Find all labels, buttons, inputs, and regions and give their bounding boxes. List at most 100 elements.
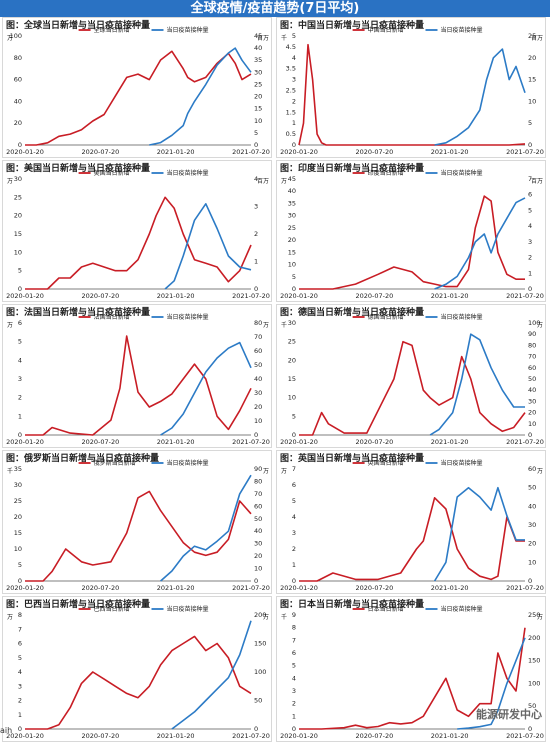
x-tick-label: 2020-07-20	[355, 148, 393, 156]
y-right-tick-label: 15	[254, 105, 262, 113]
x-tick-label: 2021-07-20	[232, 732, 270, 740]
y-right-tick-label: 1	[254, 258, 258, 266]
x-tick-label: 2020-01-20	[6, 148, 44, 156]
y-right-tick-label: 0	[254, 141, 258, 149]
y-right-tick-label: 25	[528, 32, 536, 40]
x-tick-label: 2020-01-20	[6, 292, 44, 300]
chart-title: 图：巴西当日新增与当日疫苗接种量	[6, 600, 151, 610]
chart-title: 图：俄罗斯当日新增与当日疫苗接种量	[6, 454, 160, 464]
y-left-tick-label: 25	[288, 224, 296, 232]
y-left-tick-label: 4	[292, 513, 296, 521]
y-right-tick-label: 0	[528, 285, 532, 293]
y-left-tick-label: 9	[292, 611, 296, 619]
y-left-tick-label: 5	[18, 561, 22, 569]
page-header: 全球疫情/疫苗趋势(7日平均)	[0, 0, 550, 17]
chart-svg: 0 5 10 15 20 25 30 35 0 10 20 30 40 50 60 70 80 90 千 万 2020-…	[6, 459, 270, 592]
y-left-tick-label: 0	[292, 725, 296, 733]
watermark-text: 能源研发中心	[476, 708, 542, 721]
y-left-tick-label: 7	[292, 465, 296, 473]
y-right-tick-label: 4	[528, 222, 532, 230]
y-left-tick-label: 30	[288, 319, 296, 327]
legend-label: 日本当日新增	[368, 605, 404, 613]
series-line-vaccine	[434, 48, 526, 146]
y-left-tick-label: 7	[18, 625, 22, 633]
y-right-tick-label: 20	[528, 54, 536, 62]
y-left-tick-label: 20	[288, 356, 296, 364]
series-line-cases	[25, 490, 252, 582]
x-tick-label: 2020-07-20	[81, 732, 119, 740]
y-right-unit: 百万	[257, 178, 269, 185]
y-left-tick-label: 3	[292, 687, 296, 695]
y-right-tick-label: 30	[254, 389, 262, 397]
x-tick-label: 2021-01-20	[431, 148, 469, 156]
y-right-tick-label: 45	[254, 32, 262, 40]
y-left-unit: 万	[281, 468, 287, 475]
y-left-tick-label: 1	[18, 711, 22, 719]
y-left-tick-label: 1	[292, 712, 296, 720]
y-left-unit: 万	[7, 322, 13, 329]
x-tick-label: 2020-07-20	[81, 148, 119, 156]
x-tick-label: 2021-07-20	[232, 292, 270, 300]
y-right-tick-label: 7	[528, 175, 532, 183]
y-right-tick-label: 20	[528, 540, 536, 548]
y-right-tick-label: 40	[254, 44, 262, 52]
legend-label: 当日疫苗接种量	[167, 169, 209, 177]
y-left-tick-label: 4	[292, 54, 296, 62]
y-left-unit: 千	[281, 34, 287, 42]
x-tick-label: 2020-01-20	[6, 584, 44, 592]
y-right-unit: 百万	[531, 178, 543, 185]
y-right-tick-label: 0	[528, 725, 532, 733]
y-left-unit: 万	[7, 35, 13, 42]
y-right-tick-label: 35	[254, 56, 262, 64]
y-right-tick-label: 250	[528, 611, 540, 619]
chart-panel: 图：印度当日新增与当日疫苗接种量 0 5 10 15 20 25 30 35 40 45 0 1 2 3 4 5…	[276, 160, 546, 302]
y-left-tick-label: 35	[14, 465, 22, 473]
y-left-tick-label: 3	[292, 76, 296, 84]
legend-label: 英国当日新增	[368, 459, 404, 467]
y-right-unit: 万	[537, 614, 543, 621]
y-left-unit: 千	[7, 467, 13, 475]
y-left-tick-label: 15	[14, 529, 22, 537]
y-right-tick-label: 10	[254, 565, 262, 573]
y-left-tick-label: 4	[292, 674, 296, 682]
x-tick-label: 2021-01-20	[157, 438, 195, 446]
y-left-tick-label: 4.5	[286, 43, 296, 51]
y-right-tick-label: 5	[528, 119, 532, 127]
y-right-unit: 万	[263, 468, 269, 475]
y-left-tick-label: 5	[292, 662, 296, 670]
y-right-tick-label: 3	[254, 203, 258, 211]
y-right-tick-label: 10	[254, 417, 262, 425]
legend-label: 当日疫苗接种量	[167, 459, 209, 467]
y-right-tick-label: 50	[254, 361, 262, 369]
x-tick-label: 2021-01-20	[431, 292, 469, 300]
y-right-tick-label: 200	[528, 634, 540, 642]
y-left-tick-label: 7	[292, 636, 296, 644]
y-left-tick-label: 20	[14, 513, 22, 521]
chart-title: 图：美国当日新增与当日疫苗接种量	[6, 164, 151, 174]
y-left-tick-label: 15	[288, 248, 296, 256]
y-left-tick-label: 5	[292, 412, 296, 420]
y-left-tick-label: 0	[18, 577, 22, 585]
x-tick-label: 2020-01-20	[280, 584, 318, 592]
y-left-tick-label: 2	[292, 700, 296, 708]
chart-panel: 图：日本当日新增与当日疫苗接种量 0 1 2 3 4 5 6 7 8 9 0 50 100 150 200 25…	[276, 596, 546, 742]
y-right-tick-label: 3	[528, 238, 532, 246]
y-right-tick-label: 1	[528, 269, 532, 277]
y-left-tick-label: 5	[18, 654, 22, 662]
y-left-tick-label: 6	[18, 319, 22, 327]
y-left-tick-label: 30	[288, 212, 296, 220]
series-line-vaccine	[171, 620, 252, 730]
y-left-tick-label: 2	[18, 697, 22, 705]
y-left-tick-label: 6	[292, 481, 296, 489]
y-left-tick-label: 5	[18, 338, 22, 346]
series-line-cases	[25, 635, 252, 730]
chart-title: 图：英国当日新增与当日疫苗接种量	[280, 454, 425, 464]
y-left-tick-label: 0	[292, 431, 296, 439]
y-right-tick-label: 150	[254, 640, 266, 648]
x-tick-label: 2021-07-20	[232, 438, 270, 446]
x-tick-label: 2021-01-20	[157, 148, 195, 156]
y-right-tick-label: 70	[254, 490, 262, 498]
y-left-tick-label: 3	[18, 682, 22, 690]
